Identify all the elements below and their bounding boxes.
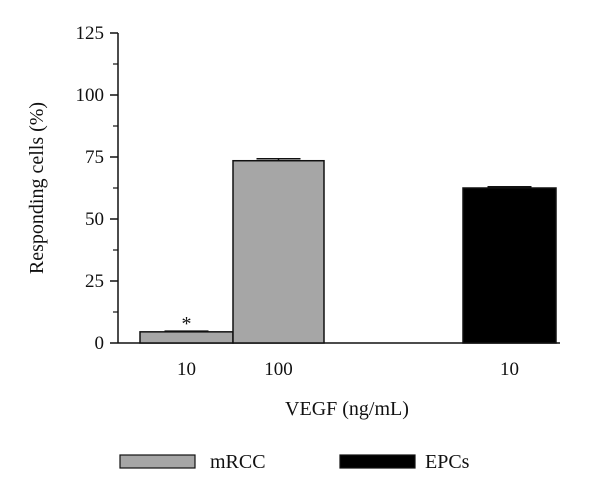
x-tick-label: 100 bbox=[264, 359, 293, 380]
x-axis-tick-labels: 10 100 10 bbox=[177, 359, 519, 380]
significance-annotation: * bbox=[182, 313, 192, 335]
y-tick-label: 75 bbox=[85, 147, 104, 168]
y-tick-label: 25 bbox=[85, 271, 104, 292]
legend-label-mrcc: mRCC bbox=[210, 451, 266, 473]
bar-epcs-10 bbox=[462, 187, 557, 344]
legend-swatch-epcs bbox=[339, 454, 416, 469]
bars: * bbox=[139, 157, 557, 344]
x-tick-label: 10 bbox=[500, 359, 519, 380]
bar-mrcc-100 bbox=[232, 159, 325, 344]
y-tick-label: 50 bbox=[85, 209, 104, 230]
legend: mRCC EPCs bbox=[119, 451, 470, 473]
legend-label-epcs: EPCs bbox=[425, 451, 470, 473]
x-axis-title: VEGF (ng/mL) bbox=[285, 398, 409, 420]
x-tick-label: 10 bbox=[177, 359, 196, 380]
y-tick-label: 0 bbox=[95, 333, 105, 354]
y-axis-title: Responding cells (%) bbox=[26, 102, 48, 274]
y-tick-label: 125 bbox=[76, 23, 105, 44]
y-axis-ticks: 0 25 50 75 100 125 bbox=[76, 23, 118, 354]
y-tick-label: 100 bbox=[76, 85, 105, 106]
legend-swatch-mrcc bbox=[119, 454, 196, 469]
